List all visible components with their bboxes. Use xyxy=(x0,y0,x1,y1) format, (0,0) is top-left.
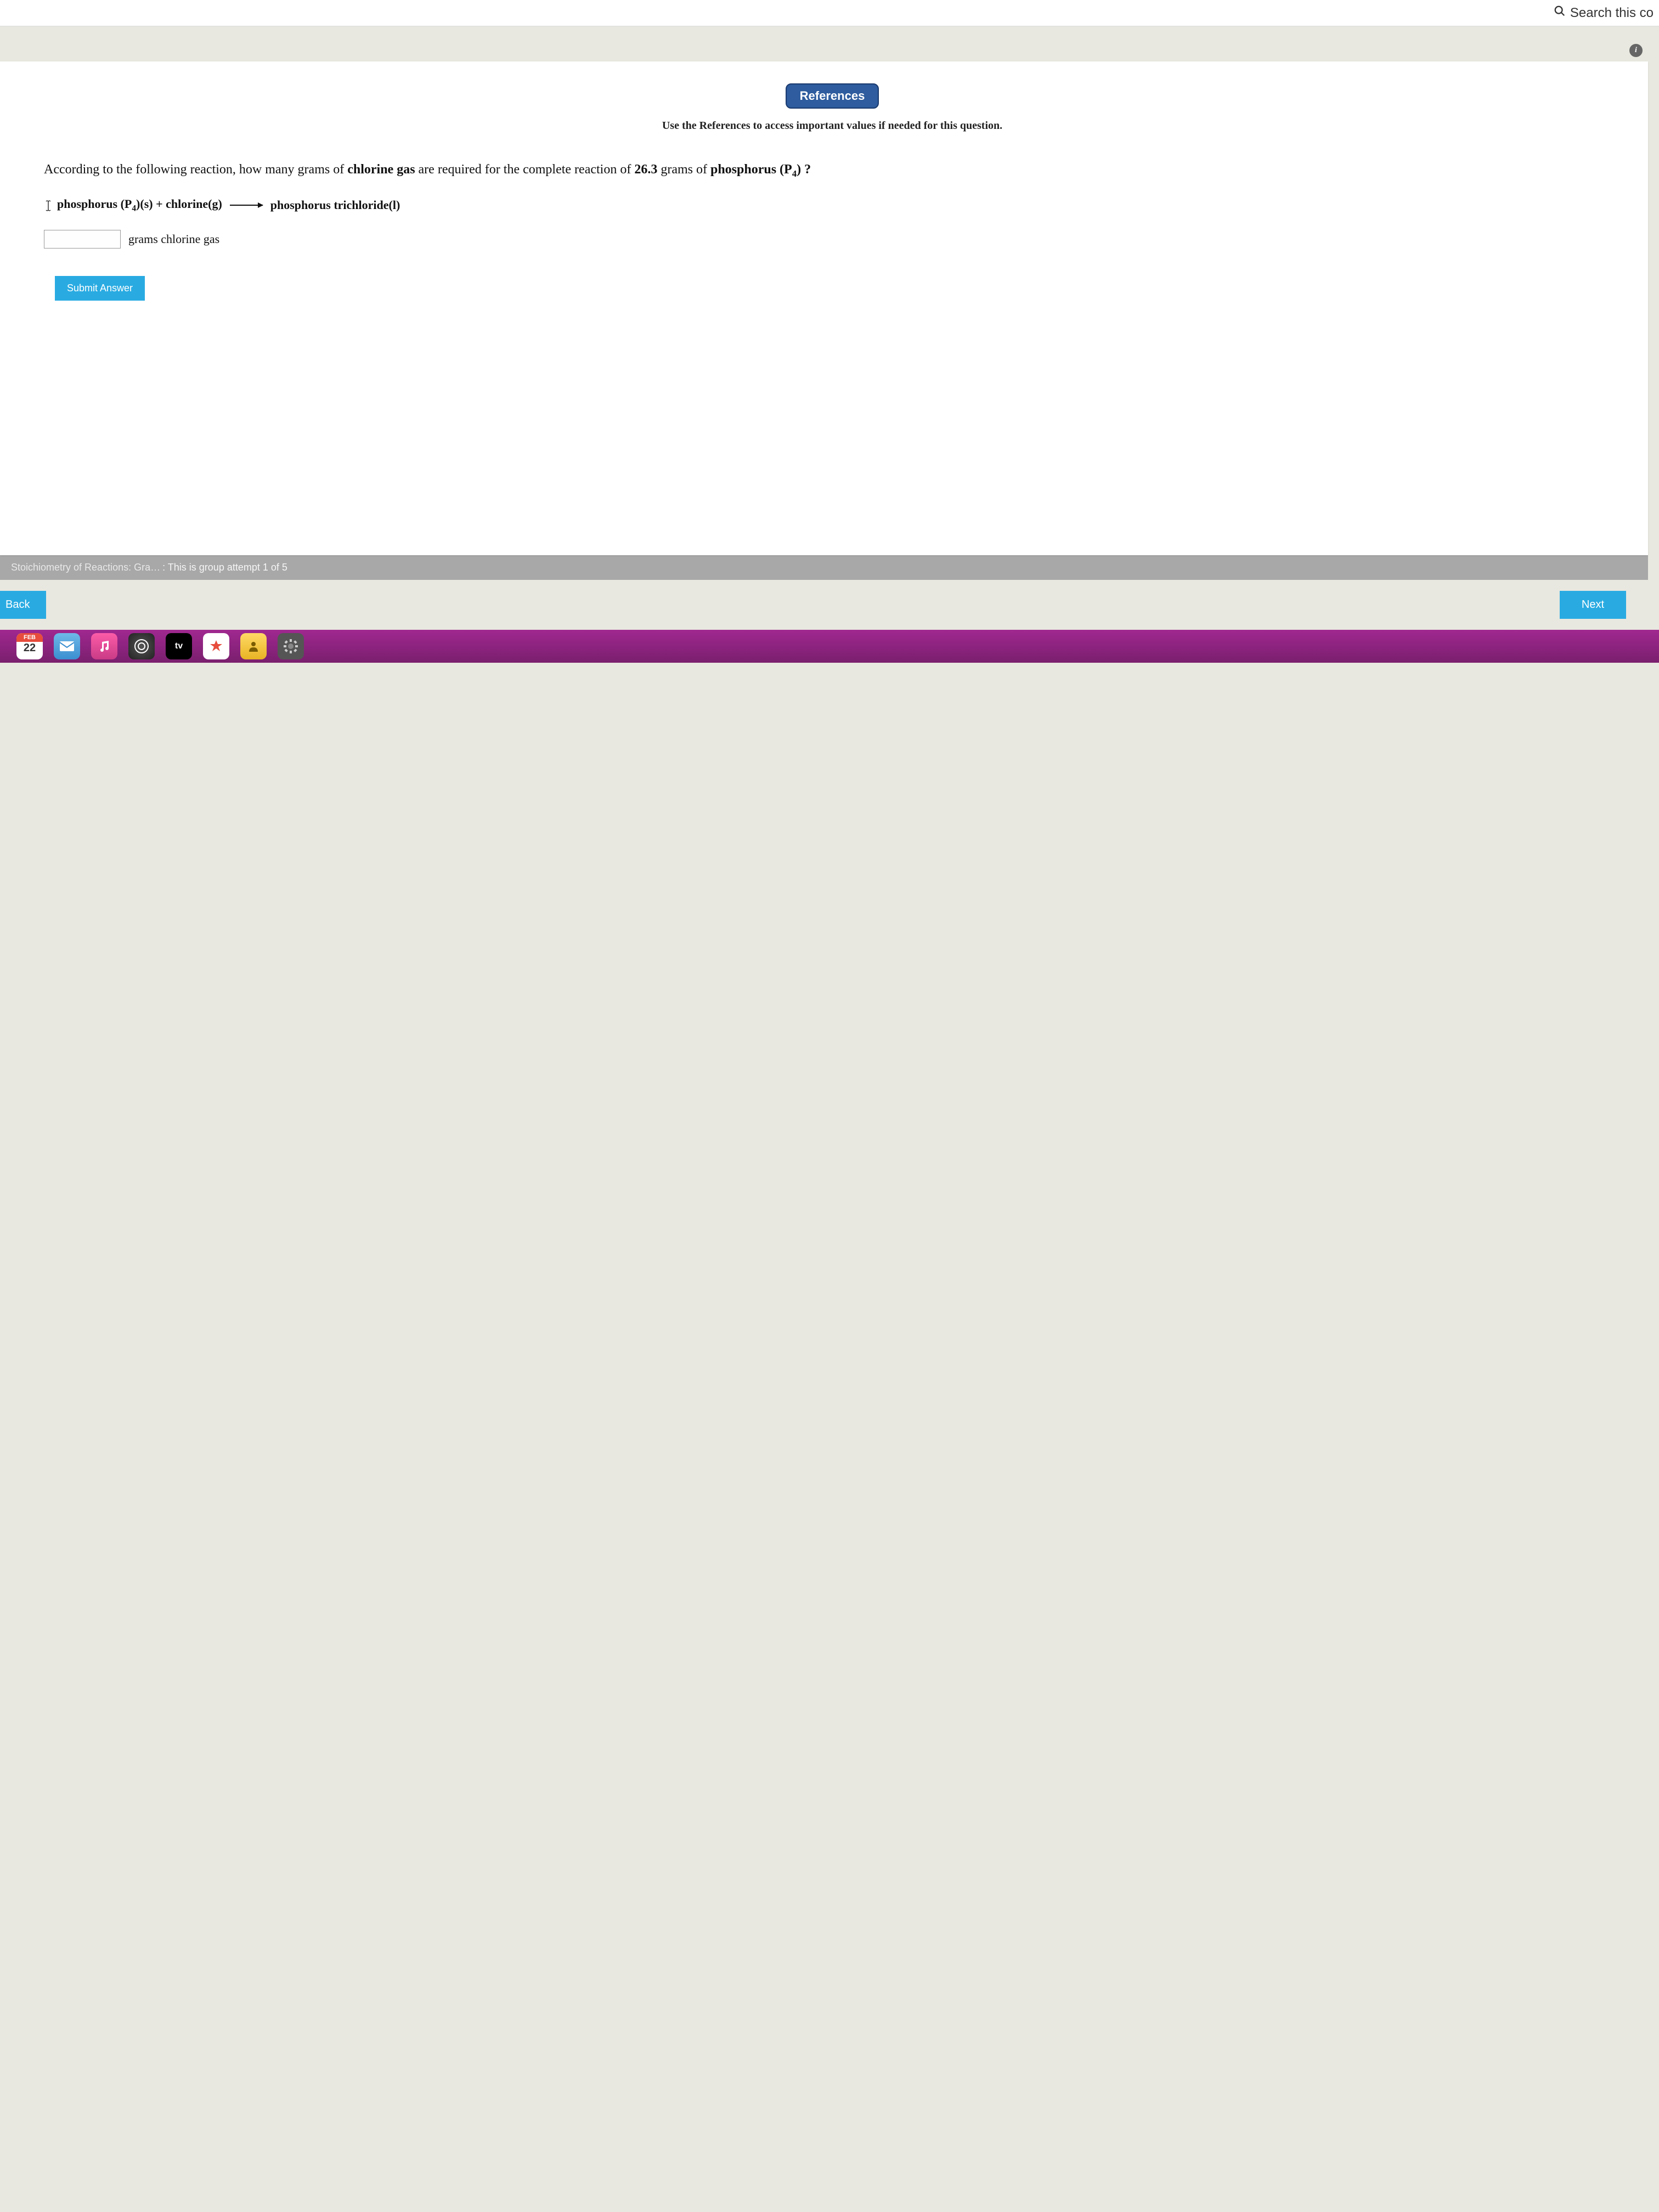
references-instruction: Use the References to access important v… xyxy=(44,120,1621,132)
search-placeholder-text: Search this co xyxy=(1570,5,1654,21)
q-bold-phosphorus: phosphorus (P4) ? xyxy=(710,162,811,177)
reaction-arrow-icon xyxy=(230,205,263,206)
gear-dock-icon[interactable] xyxy=(278,633,304,659)
mac-dock: FEB 22 tv xyxy=(0,630,1659,663)
mail-dock-icon[interactable] xyxy=(54,633,80,659)
q-text-2: are required for the complete reaction o… xyxy=(415,162,635,177)
info-row: i xyxy=(0,40,1659,61)
reaction-equation: phosphorus (P4)(s) + chlorine(g) phospho… xyxy=(44,197,1621,213)
calendar-day: 22 xyxy=(24,642,36,654)
spacer xyxy=(0,26,1659,40)
answer-row: grams chlorine gas xyxy=(44,230,1621,249)
answer-unit-label: grams chlorine gas xyxy=(128,232,219,246)
info-icon[interactable]: i xyxy=(1629,44,1643,57)
status-attempt: : This is group attempt 1 of 5 xyxy=(162,562,287,573)
q-text-3: grams of xyxy=(657,162,710,177)
person-dock-icon[interactable] xyxy=(240,633,267,659)
status-title: Stoichiometry of Reactions: Gra… xyxy=(11,562,160,573)
target-dock-icon[interactable] xyxy=(128,633,155,659)
text-cursor-icon xyxy=(44,200,53,211)
app-dock-icon[interactable] xyxy=(203,633,229,659)
references-row: References xyxy=(44,83,1621,109)
eq-reactants: phosphorus (P4)(s) + chlorine(g) xyxy=(57,197,222,213)
tv-dock-icon[interactable]: tv xyxy=(166,633,192,659)
top-search-bar: Search this co xyxy=(0,0,1659,26)
references-button[interactable]: References xyxy=(786,83,879,109)
status-bar: Stoichiometry of Reactions: Gra… : This … xyxy=(0,555,1648,580)
search-icon xyxy=(1554,5,1566,21)
nav-row: Back Next xyxy=(0,580,1648,630)
next-button[interactable]: Next xyxy=(1560,591,1626,619)
q-bold-mass: 26.3 xyxy=(634,162,657,177)
music-dock-icon[interactable] xyxy=(91,633,117,659)
calendar-dock-icon[interactable]: FEB 22 xyxy=(16,633,43,659)
question-text: According to the following reaction, how… xyxy=(44,160,1621,180)
calendar-month: FEB xyxy=(16,633,43,642)
question-panel: References Use the References to access … xyxy=(0,61,1648,555)
answer-input[interactable] xyxy=(44,230,121,249)
submit-answer-button[interactable]: Submit Answer xyxy=(55,276,145,301)
eq-product: phosphorus trichloride(l) xyxy=(270,198,400,212)
back-button[interactable]: Back xyxy=(0,591,46,619)
search-container[interactable]: Search this co xyxy=(1554,5,1654,21)
q-text-1: According to the following reaction, how… xyxy=(44,162,347,177)
q-bold-chlorine: chlorine gas xyxy=(347,162,415,177)
